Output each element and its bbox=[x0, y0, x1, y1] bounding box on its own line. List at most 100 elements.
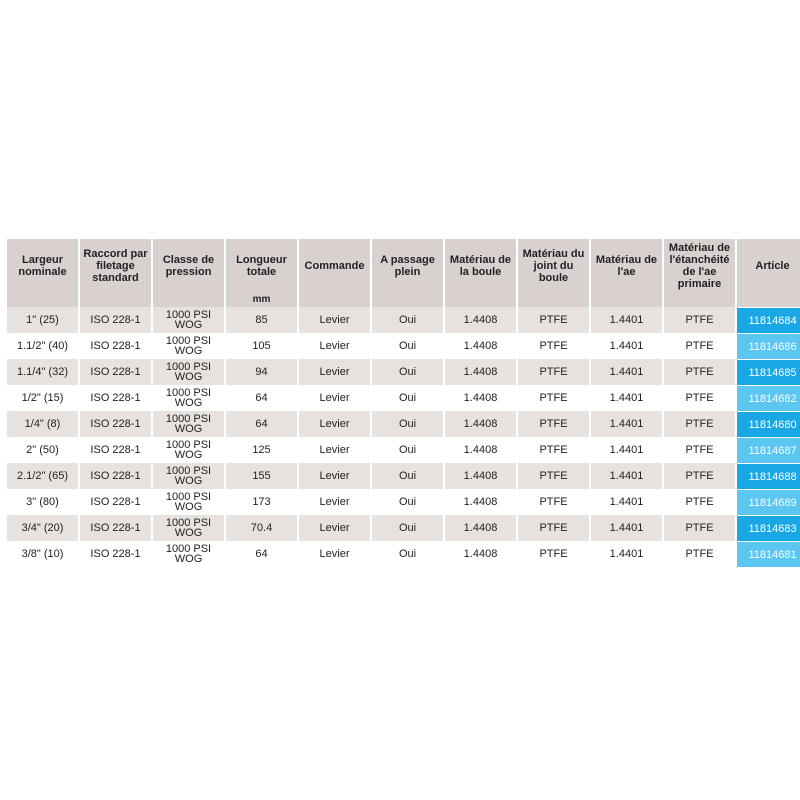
cell-article[interactable]: 11814688 bbox=[737, 463, 800, 489]
cell-longueur: 64 bbox=[226, 411, 297, 437]
pressure-class-line2: WOG bbox=[174, 527, 203, 539]
table-row: 1" (25) ISO 228-1 1000 PSI WOG 85 Levier Oui 1.… bbox=[7, 307, 800, 333]
table-row: 3/8" (10) ISO 228-1 1000 PSI WOG 64 Levier Oui… bbox=[7, 541, 800, 567]
cell-classe: 1000 PSI WOG bbox=[153, 541, 224, 567]
cell-longueur: 64 bbox=[226, 385, 297, 411]
cell-passage: Oui bbox=[372, 463, 443, 489]
cell-longueur: 70.4 bbox=[226, 515, 297, 541]
cell-article[interactable]: 11814685 bbox=[737, 359, 800, 385]
unit-cell bbox=[737, 292, 800, 307]
cell-classe: 1000 PSI WOG bbox=[153, 515, 224, 541]
cell-boule: 1.4408 bbox=[445, 307, 516, 333]
cell-article[interactable]: 11814684 bbox=[737, 307, 800, 333]
cell-passage: Oui bbox=[372, 489, 443, 515]
cell-raccord: ISO 228-1 bbox=[80, 411, 151, 437]
table-row: 1.1/2" (40) ISO 228-1 1000 PSI WOG 105 Levier… bbox=[7, 333, 800, 359]
cell-ae: 1.4401 bbox=[591, 515, 662, 541]
header-etancheite: Matériau de l'étanchéité de l'ae primair… bbox=[664, 239, 735, 292]
cell-article[interactable]: 11814683 bbox=[737, 515, 800, 541]
header-joint: Matériau du joint du boule bbox=[518, 239, 589, 292]
pressure-class-line1: 1000 PSI bbox=[165, 439, 212, 451]
unit-cell bbox=[153, 292, 224, 307]
unit-cell bbox=[445, 292, 516, 307]
pressure-class-line2: WOG bbox=[174, 345, 203, 357]
cell-passage: Oui bbox=[372, 385, 443, 411]
pressure-class-line1: 1000 PSI bbox=[165, 361, 212, 373]
cell-etancheite: PTFE bbox=[664, 463, 735, 489]
cell-joint: PTFE bbox=[518, 515, 589, 541]
cell-joint: PTFE bbox=[518, 463, 589, 489]
cell-longueur: 173 bbox=[226, 489, 297, 515]
cell-joint: PTFE bbox=[518, 411, 589, 437]
cell-article[interactable]: 11814689 bbox=[737, 489, 800, 515]
cell-passage: Oui bbox=[372, 541, 443, 567]
unit-longueur: mm bbox=[226, 292, 297, 307]
cell-raccord: ISO 228-1 bbox=[80, 307, 151, 333]
unit-cell bbox=[372, 292, 443, 307]
pressure-class-line1: 1000 PSI bbox=[165, 543, 212, 555]
cell-commande: Levier bbox=[299, 437, 370, 463]
unit-cell bbox=[591, 292, 662, 307]
cell-etancheite: PTFE bbox=[664, 541, 735, 567]
header-longueur: Longueur totale bbox=[226, 239, 297, 292]
cell-raccord: ISO 228-1 bbox=[80, 489, 151, 515]
table-header: Largeur nominale Raccord par filetage st… bbox=[7, 239, 800, 307]
cell-etancheite: PTFE bbox=[664, 411, 735, 437]
cell-largeur: 2" (50) bbox=[7, 437, 78, 463]
cell-article[interactable]: 11814687 bbox=[737, 437, 800, 463]
cell-commande: Levier bbox=[299, 541, 370, 567]
product-spec-table: Largeur nominale Raccord par filetage st… bbox=[5, 239, 800, 567]
pressure-class-line1: 1000 PSI bbox=[165, 335, 212, 347]
cell-joint: PTFE bbox=[518, 307, 589, 333]
cell-classe: 1000 PSI WOG bbox=[153, 333, 224, 359]
cell-etancheite: PTFE bbox=[664, 333, 735, 359]
header-commande: Commande bbox=[299, 239, 370, 292]
cell-article[interactable]: 11814682 bbox=[737, 385, 800, 411]
header-classe: Classe de pression bbox=[153, 239, 224, 292]
cell-joint: PTFE bbox=[518, 437, 589, 463]
pressure-class-line2: WOG bbox=[174, 397, 203, 409]
cell-largeur: 3/8" (10) bbox=[7, 541, 78, 567]
table-row: 3/4" (20) ISO 228-1 1000 PSI WOG 70.4 Levier O… bbox=[7, 515, 800, 541]
cell-raccord: ISO 228-1 bbox=[80, 515, 151, 541]
pressure-class-line2: WOG bbox=[174, 319, 203, 331]
units-row: mm bbox=[7, 292, 800, 307]
table-row: 2" (50) ISO 228-1 1000 PSI WOG 125 Levier Oui 1… bbox=[7, 437, 800, 463]
cell-largeur: 1.1/4" (32) bbox=[7, 359, 78, 385]
cell-raccord: ISO 228-1 bbox=[80, 359, 151, 385]
cell-boule: 1.4408 bbox=[445, 437, 516, 463]
cell-passage: Oui bbox=[372, 437, 443, 463]
cell-boule: 1.4408 bbox=[445, 463, 516, 489]
cell-largeur: 3/4" (20) bbox=[7, 515, 78, 541]
cell-article[interactable]: 11814680 bbox=[737, 411, 800, 437]
cell-joint: PTFE bbox=[518, 385, 589, 411]
cell-article[interactable]: 11814686 bbox=[737, 333, 800, 359]
pressure-class-line2: WOG bbox=[174, 423, 203, 435]
cell-longueur: 85 bbox=[226, 307, 297, 333]
header-boule: Matériau de la boule bbox=[445, 239, 516, 292]
pressure-class-line2: WOG bbox=[174, 371, 203, 383]
pressure-class-line2: WOG bbox=[174, 501, 203, 513]
cell-largeur: 1" (25) bbox=[7, 307, 78, 333]
cell-classe: 1000 PSI WOG bbox=[153, 437, 224, 463]
cell-article[interactable]: 11814681 bbox=[737, 541, 800, 567]
cell-passage: Oui bbox=[372, 359, 443, 385]
cell-etancheite: PTFE bbox=[664, 437, 735, 463]
cell-ae: 1.4401 bbox=[591, 359, 662, 385]
cell-ae: 1.4401 bbox=[591, 307, 662, 333]
cell-longueur: 125 bbox=[226, 437, 297, 463]
cell-boule: 1.4408 bbox=[445, 333, 516, 359]
pressure-class-line1: 1000 PSI bbox=[165, 491, 212, 503]
cell-commande: Levier bbox=[299, 489, 370, 515]
cell-longueur: 105 bbox=[226, 333, 297, 359]
cell-commande: Levier bbox=[299, 359, 370, 385]
cell-raccord: ISO 228-1 bbox=[80, 333, 151, 359]
cell-commande: Levier bbox=[299, 515, 370, 541]
unit-cell bbox=[664, 292, 735, 307]
cell-classe: 1000 PSI WOG bbox=[153, 463, 224, 489]
cell-largeur: 1/4" (8) bbox=[7, 411, 78, 437]
cell-largeur: 1.1/2" (40) bbox=[7, 333, 78, 359]
table-row: 1.1/4" (32) ISO 228-1 1000 PSI WOG 94 Levier O… bbox=[7, 359, 800, 385]
pressure-class-line1: 1000 PSI bbox=[165, 517, 212, 529]
header-row: Largeur nominale Raccord par filetage st… bbox=[7, 239, 800, 292]
